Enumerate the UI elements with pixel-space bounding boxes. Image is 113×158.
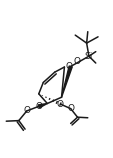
Text: O: O	[65, 62, 72, 71]
Text: O: O	[56, 100, 63, 109]
Text: O: O	[72, 57, 79, 66]
Text: O: O	[23, 106, 30, 115]
Polygon shape	[61, 66, 72, 97]
Text: O: O	[67, 104, 74, 113]
Polygon shape	[38, 103, 47, 108]
Text: Si: Si	[84, 52, 92, 61]
Text: O: O	[35, 102, 42, 111]
